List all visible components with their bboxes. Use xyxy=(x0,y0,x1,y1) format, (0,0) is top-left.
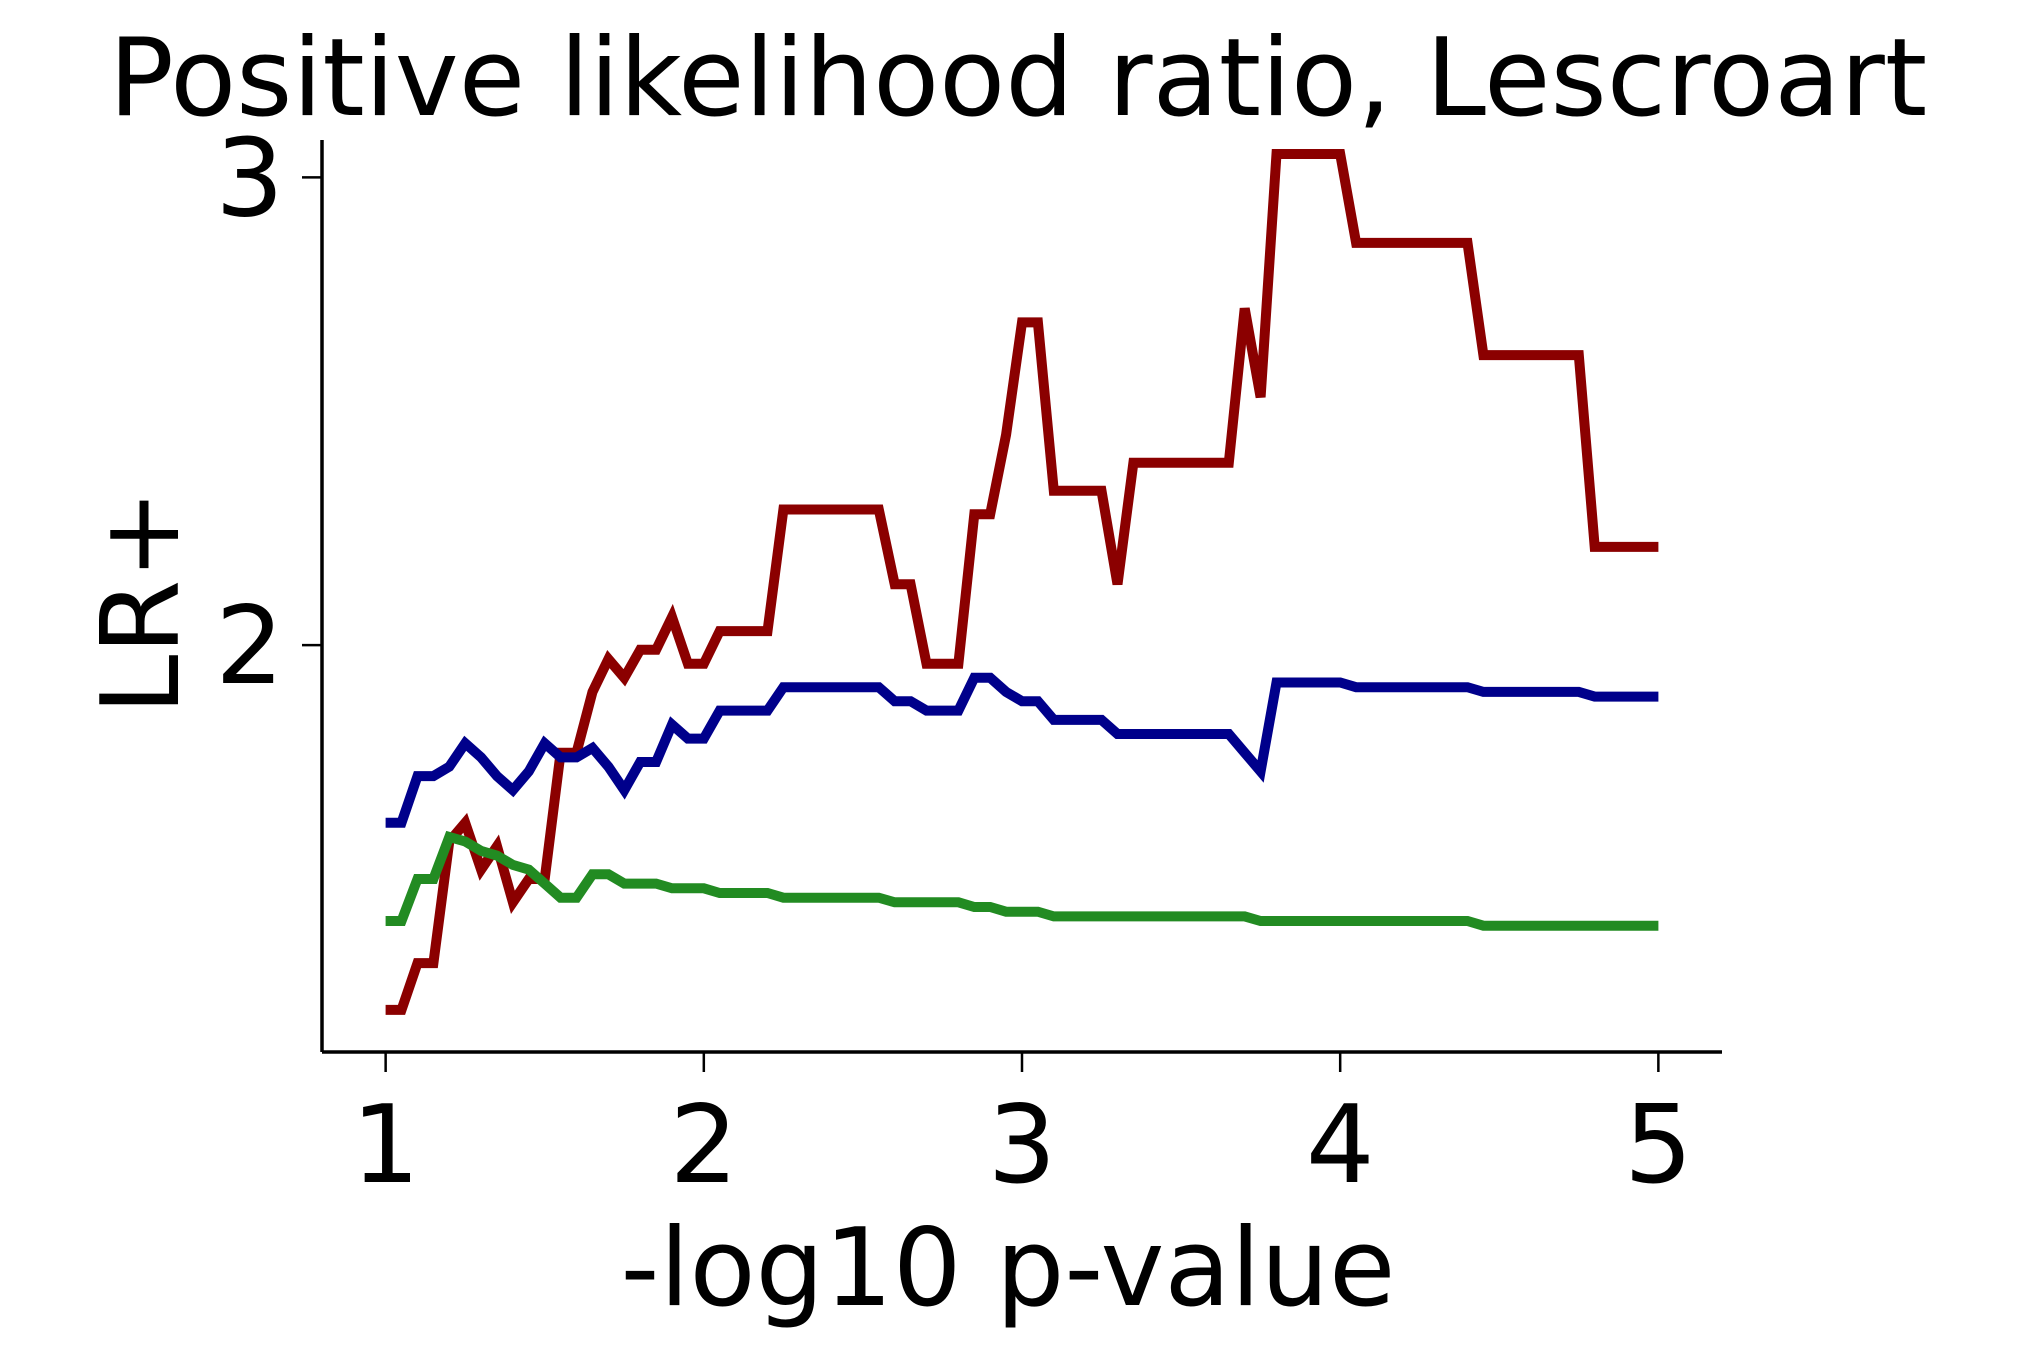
y-axis-ticks: 23 xyxy=(215,116,322,709)
y-axis-label: LR+ xyxy=(79,489,204,715)
x-axis-label: -log10 p-value xyxy=(621,1206,1396,1331)
y-tick-label: 2 xyxy=(215,584,284,709)
series-line-3 xyxy=(385,830,1659,931)
plot-area xyxy=(385,149,1659,1015)
x-tick-label: 2 xyxy=(669,1083,738,1208)
series-group xyxy=(385,149,1659,1015)
x-tick-label: 4 xyxy=(1306,1083,1375,1208)
y-tick-label: 3 xyxy=(215,116,284,241)
chart-title: Positive likelihood ratio, Lescroart xyxy=(109,16,1927,141)
x-axis-ticks: 1 2 3 4 5 xyxy=(351,1052,1693,1208)
series-line-1 xyxy=(385,149,1659,1015)
series-line-2 xyxy=(385,672,1659,828)
x-tick-label: 1 xyxy=(351,1083,420,1208)
x-tick-label: 3 xyxy=(988,1083,1057,1208)
x-tick-label: 5 xyxy=(1624,1083,1693,1208)
